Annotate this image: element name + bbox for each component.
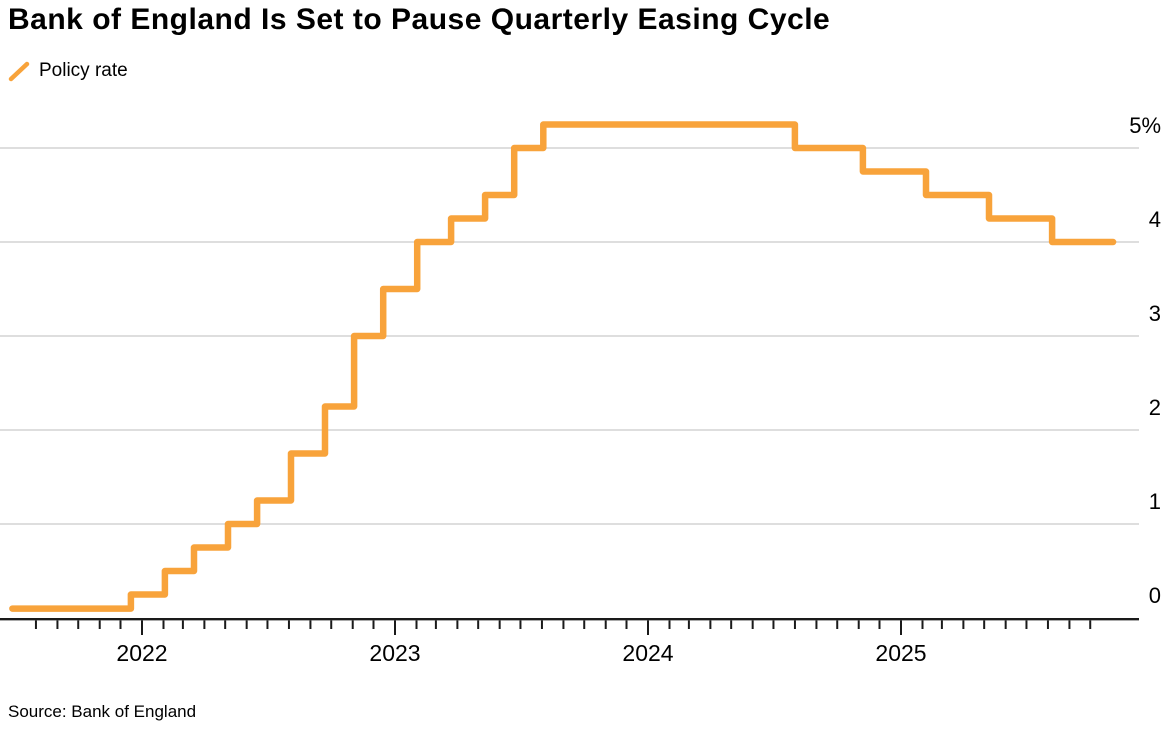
x-axis-year-label: 2022 xyxy=(116,640,167,666)
y-axis-tick-label: 4 xyxy=(1149,207,1161,232)
x-axis-year-label: 2024 xyxy=(622,640,673,666)
y-axis-tick-label: 3 xyxy=(1149,301,1161,326)
y-axis-tick-label: 2 xyxy=(1149,395,1161,420)
policy-rate-step-line xyxy=(9,121,1117,612)
x-axis-year-label: 2025 xyxy=(875,640,926,666)
x-axis-year-label: 2023 xyxy=(369,640,420,666)
y-axis-tick-label: 5% xyxy=(1129,113,1161,138)
y-axis-tick-label: 0 xyxy=(1149,583,1161,608)
source-note: Source: Bank of England xyxy=(8,702,197,721)
legend-line-marker-icon xyxy=(8,60,30,82)
legend: Policy rate xyxy=(8,59,128,83)
legend-slash xyxy=(8,61,30,82)
legend-label: Policy rate xyxy=(39,60,128,81)
page-title: Bank of England Is Set to Pause Quarterl… xyxy=(8,3,831,36)
y-axis-tick-label: 1 xyxy=(1149,489,1161,514)
